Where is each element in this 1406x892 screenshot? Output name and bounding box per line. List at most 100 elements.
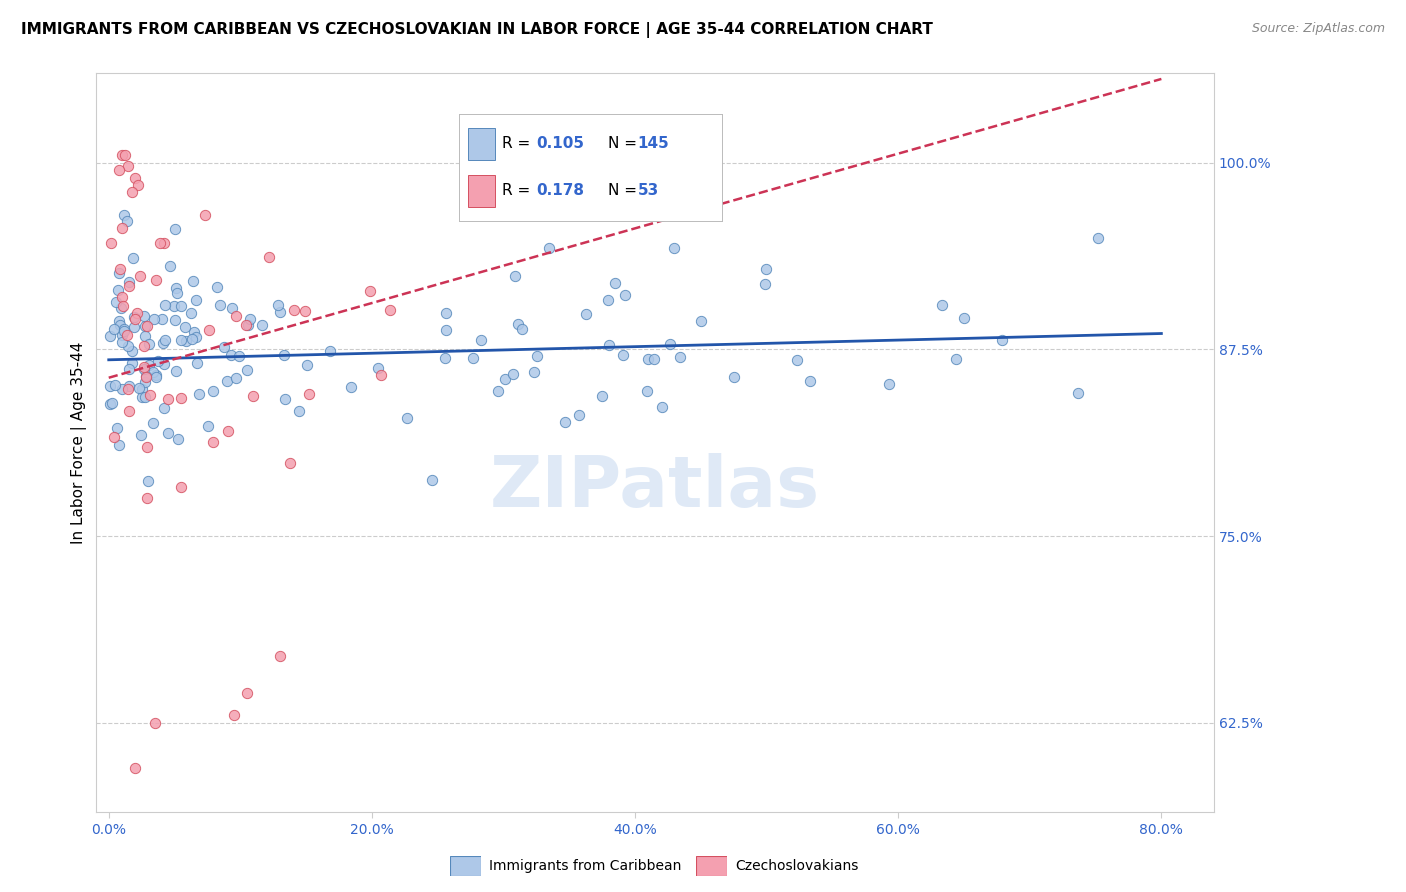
Point [108,163,131,178]
Point [153,333,176,347]
Point [138,358,160,372]
Point [152,336,174,351]
Point [636,384,658,398]
Point [163,299,186,313]
Point [100,236,122,251]
Point [239,312,262,326]
Point [138,337,160,351]
Point [614,288,637,302]
Point [238,318,260,333]
Point [170,392,193,406]
Point [434,322,457,336]
Point [118,404,141,418]
Point [107,283,129,297]
Point [208,298,231,312]
Point [201,384,224,398]
Point [134,309,156,323]
Y-axis label: In Labor Force | Age 35-44: In Labor Force | Age 35-44 [72,342,87,544]
Point [122,319,145,334]
Point [198,323,221,337]
Point [157,392,180,406]
Point [235,318,257,332]
Point [222,708,245,723]
Point [170,480,193,494]
Point [526,349,548,363]
Point [367,361,389,376]
Point [266,298,288,312]
Point [111,299,134,313]
Point [115,328,138,343]
Point [166,286,188,301]
Point [269,304,291,318]
Point [134,329,156,343]
Point [105,421,128,435]
Point [108,314,131,328]
Point [111,334,134,349]
Point [755,262,778,277]
Point [111,220,134,235]
Point [486,384,509,399]
Point [111,382,134,396]
Point [103,322,125,336]
Point [165,281,187,295]
Point [111,148,134,162]
Point [136,319,159,334]
Point [420,473,443,487]
Point [664,241,686,255]
Point [114,322,136,336]
Point [117,159,139,173]
Text: IMMIGRANTS FROM CARIBBEAN VS CZECHOSLOVAKIAN IN LABOR FORCE | AGE 35-44 CORRELAT: IMMIGRANTS FROM CARIBBEAN VS CZECHOSLOVA… [21,22,934,38]
Point [108,262,131,277]
Point [591,389,613,403]
Point [523,365,546,379]
Point [183,274,205,288]
Point [131,391,153,405]
Point [153,357,176,371]
Point [340,380,363,394]
Point [165,364,187,378]
Point [104,295,127,310]
Point [273,348,295,362]
Point [318,344,340,359]
Point [166,432,188,446]
Text: ZIPatlas: ZIPatlas [489,452,820,522]
Point [434,306,457,320]
Point [142,312,165,326]
Point [575,307,598,321]
Point [136,440,159,454]
Point [250,318,273,333]
Point [127,178,149,192]
Text: Source: ZipAtlas.com: Source: ZipAtlas.com [1251,22,1385,36]
Point [149,235,172,250]
Point [124,312,146,326]
Point [111,290,134,304]
Point [112,325,135,339]
Point [799,374,821,388]
Point [118,361,141,376]
Point [537,241,560,255]
Point [273,392,295,407]
Point [637,352,659,367]
Point [197,418,219,433]
Point [668,350,690,364]
Point [370,368,392,383]
Point [723,369,745,384]
Point [945,351,967,366]
Point [174,334,197,348]
Point [690,313,713,327]
Point [134,360,156,375]
Point [212,340,235,354]
Point [134,362,156,376]
Point [217,425,239,439]
Point [298,387,321,401]
Point [134,339,156,353]
Point [122,310,145,324]
Point [506,317,529,331]
Point [153,298,176,312]
Point [242,389,264,403]
Point [991,334,1014,348]
Point [283,302,305,317]
Point [205,280,228,294]
Point [104,378,127,392]
Point [380,302,402,317]
